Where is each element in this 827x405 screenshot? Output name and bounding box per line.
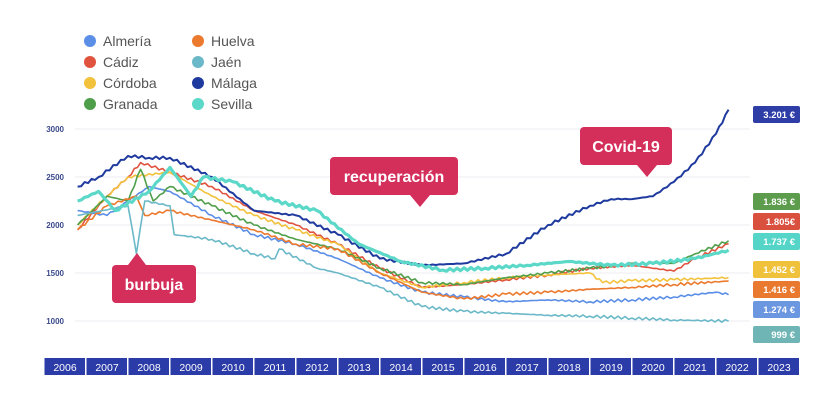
- annotation-label: recuperación: [344, 169, 444, 186]
- annotation-box: [330, 157, 458, 195]
- y-tick-label: 1500: [46, 269, 64, 278]
- x-axis-year-cell: [170, 358, 211, 375]
- x-tick-label: 2010: [221, 362, 245, 374]
- end-value-label: 3.201 €: [763, 110, 795, 121]
- x-tick-label: 2009: [179, 362, 203, 374]
- x-tick-label: 2008: [137, 362, 161, 374]
- x-tick-label: 2013: [347, 362, 371, 374]
- x-axis-year-cell: [758, 358, 799, 375]
- legend-marker: [192, 77, 204, 89]
- legend-marker: [192, 35, 204, 47]
- series-line-cordoba: [77, 171, 729, 289]
- annotation-pointer: [637, 165, 657, 177]
- x-axis-year-cell: [674, 358, 715, 375]
- end-value-label: 1.274 €: [763, 305, 795, 316]
- x-tick-label: 2015: [431, 362, 455, 374]
- legend-marker: [192, 98, 204, 110]
- series-line-huelva: [76, 195, 729, 300]
- end-value-label: 1.452 €: [763, 265, 795, 276]
- end-value-label: 1.737 €: [763, 237, 795, 248]
- x-tick-label: 2022: [725, 362, 749, 374]
- x-tick-label: 2006: [53, 362, 77, 374]
- x-tick-label: 2018: [557, 362, 581, 374]
- x-axis-year-cell: [296, 358, 337, 375]
- end-value-badge: [753, 193, 800, 210]
- legend-label: Cádiz: [103, 54, 139, 70]
- x-axis-year-cell: [86, 358, 127, 375]
- x-tick-label: 2020: [641, 362, 665, 374]
- end-value-badge: [753, 301, 800, 318]
- annotation-pointer: [128, 253, 146, 265]
- end-value-label: 1.416 €: [763, 285, 795, 296]
- x-tick-label: 2021: [683, 362, 707, 374]
- x-axis-year-cell: [338, 358, 379, 375]
- legend-label: Jaén: [211, 54, 241, 70]
- end-value-label: 1.836 €: [763, 197, 795, 208]
- legend-label: Huelva: [211, 33, 255, 49]
- x-axis-year-cell: [128, 358, 169, 375]
- y-tick-label: 2500: [46, 173, 64, 182]
- y-tick-label: 2000: [46, 221, 64, 230]
- legend-label: Córdoba: [103, 75, 157, 91]
- annotation-label: burbuja: [125, 277, 184, 294]
- x-tick-label: 2011: [264, 362, 287, 374]
- x-axis-year-cell: [212, 358, 253, 375]
- x-tick-label: 2012: [305, 362, 329, 374]
- legend-label: Sevilla: [211, 96, 252, 112]
- end-value-label: 999 €: [771, 330, 795, 341]
- x-tick-label: 2016: [473, 362, 497, 374]
- x-axis-year-cell: [380, 358, 421, 375]
- legend-label: Málaga: [211, 75, 257, 91]
- x-axis-year-cell: [44, 358, 85, 375]
- annotation-box: [112, 265, 196, 303]
- legend-marker: [84, 56, 96, 68]
- x-axis-year-cell: [464, 358, 505, 375]
- legend-marker: [84, 77, 96, 89]
- end-value-badge: [753, 281, 800, 298]
- legend-marker: [192, 56, 204, 68]
- x-tick-label: 2014: [389, 362, 413, 374]
- x-axis-year-cell: [548, 358, 589, 375]
- x-tick-label: 2017: [515, 362, 539, 374]
- x-axis-year-cell: [254, 358, 295, 375]
- end-value-label: 1.805€: [766, 217, 796, 228]
- end-value-badge: [753, 261, 800, 278]
- annotation-box: [580, 127, 672, 165]
- legend-marker: [84, 35, 96, 47]
- series-line-jaen: [77, 200, 729, 323]
- annotation-pointer: [410, 195, 430, 207]
- legend-label: Granada: [103, 96, 158, 112]
- x-axis-year-cell: [506, 358, 547, 375]
- x-axis-year-cell: [422, 358, 463, 375]
- end-value-badge: [753, 233, 800, 250]
- legend-label: Almería: [103, 33, 151, 49]
- x-tick-label: 2023: [767, 362, 791, 374]
- x-axis-year-cell: [632, 358, 673, 375]
- x-axis-year-cell: [590, 358, 631, 375]
- series-line-sevilla: [77, 165, 730, 273]
- x-axis-year-cell: [716, 358, 757, 375]
- x-tick-label: 2019: [599, 362, 623, 374]
- end-value-badge: [753, 326, 800, 343]
- end-value-badge: [753, 106, 800, 123]
- x-tick-label: 2007: [95, 362, 119, 374]
- legend-marker: [84, 98, 96, 110]
- y-tick-label: 1000: [46, 317, 64, 326]
- end-value-badge: [753, 213, 800, 230]
- annotation-label: Covid-19: [592, 139, 660, 156]
- y-tick-label: 3000: [46, 125, 64, 134]
